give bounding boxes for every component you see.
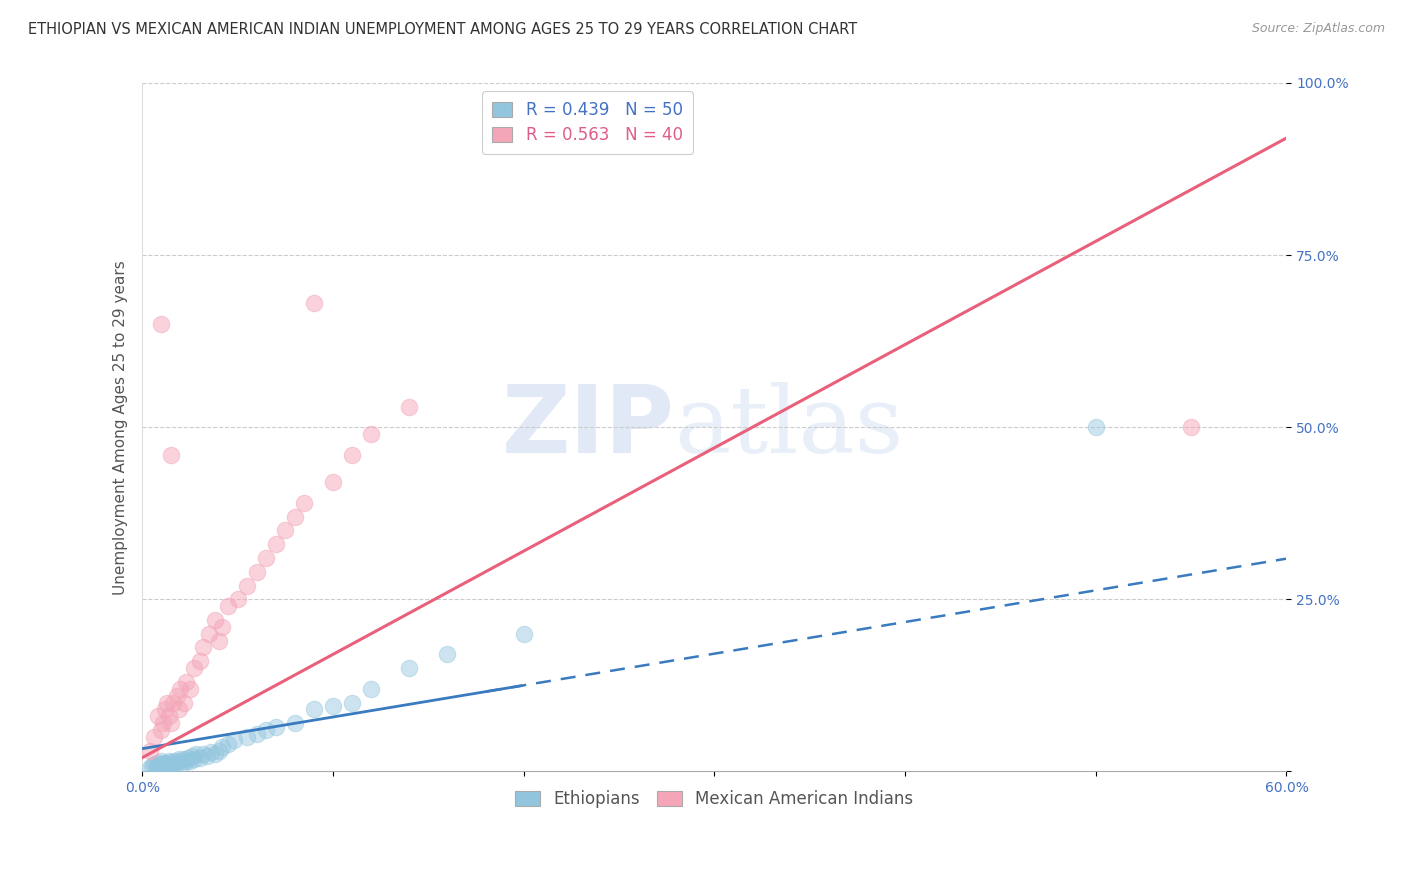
Point: [160, 448, 183, 462]
Point: [153, 756, 176, 771]
Point: [142, 730, 165, 744]
Point: [193, 640, 215, 655]
Point: [150, 723, 173, 737]
Point: [163, 754, 186, 768]
Point: [184, 747, 207, 761]
Point: [211, 740, 233, 755]
Point: [292, 496, 315, 510]
Point: [236, 578, 259, 592]
Point: [193, 747, 215, 761]
Point: [183, 752, 205, 766]
Point: [1180, 420, 1202, 434]
Y-axis label: Unemployment Among Ages 25 to 29 years: Unemployment Among Ages 25 to 29 years: [114, 260, 128, 595]
Point: [157, 754, 180, 768]
Point: [156, 757, 179, 772]
Point: [302, 702, 325, 716]
Point: [246, 565, 269, 579]
Point: [156, 696, 179, 710]
Point: [167, 752, 190, 766]
Point: [236, 730, 259, 744]
Point: [217, 599, 239, 614]
Point: [512, 626, 534, 640]
Point: [217, 737, 239, 751]
Text: Source: ZipAtlas.com: Source: ZipAtlas.com: [1251, 22, 1385, 36]
Point: [150, 754, 173, 768]
Text: atlas: atlas: [675, 382, 904, 472]
Point: [179, 754, 201, 768]
Point: [200, 745, 222, 759]
Point: [198, 626, 221, 640]
Point: [207, 744, 229, 758]
Point: [160, 756, 183, 770]
Point: [1084, 420, 1107, 434]
Point: [204, 613, 226, 627]
Point: [150, 757, 173, 772]
Point: [246, 726, 269, 740]
Point: [162, 757, 184, 772]
Point: [167, 702, 190, 716]
Point: [166, 756, 188, 771]
Legend: Ethiopians, Mexican American Indians: Ethiopians, Mexican American Indians: [509, 783, 920, 814]
Point: [322, 475, 344, 490]
Point: [179, 681, 201, 696]
Point: [195, 749, 218, 764]
Point: [160, 716, 183, 731]
Point: [340, 696, 363, 710]
Point: [360, 427, 382, 442]
Point: [398, 400, 420, 414]
Point: [173, 752, 195, 766]
Point: [207, 633, 229, 648]
Point: [188, 654, 211, 668]
Point: [145, 761, 167, 775]
Point: [169, 754, 191, 768]
Point: [360, 681, 382, 696]
Point: [274, 524, 297, 538]
Point: [150, 317, 173, 331]
Point: [152, 759, 174, 773]
Point: [148, 759, 170, 773]
Point: [172, 757, 194, 772]
Point: [157, 709, 180, 723]
Point: [174, 754, 197, 768]
Point: [264, 720, 287, 734]
Point: [226, 592, 249, 607]
Text: ETHIOPIAN VS MEXICAN AMERICAN INDIAN UNEMPLOYMENT AMONG AGES 25 TO 29 YEARS CORR: ETHIOPIAN VS MEXICAN AMERICAN INDIAN UNE…: [28, 22, 858, 37]
Point: [204, 747, 226, 761]
Point: [436, 648, 458, 662]
Point: [141, 759, 163, 773]
Point: [169, 681, 191, 696]
Point: [139, 744, 162, 758]
Point: [254, 551, 277, 566]
Point: [152, 716, 174, 731]
Point: [173, 696, 195, 710]
Point: [222, 733, 245, 747]
Point: [142, 757, 165, 772]
Point: [146, 756, 169, 771]
Point: [183, 661, 205, 675]
Point: [211, 620, 233, 634]
Point: [180, 749, 202, 764]
Point: [264, 537, 287, 551]
Point: [284, 716, 307, 731]
Point: [284, 509, 307, 524]
Point: [302, 296, 325, 310]
Point: [188, 750, 211, 764]
Point: [160, 759, 183, 773]
Point: [153, 702, 176, 716]
Point: [146, 759, 169, 773]
Point: [162, 696, 184, 710]
Point: [174, 674, 197, 689]
Point: [177, 750, 200, 764]
Point: [166, 689, 188, 703]
Point: [340, 448, 363, 462]
Point: [254, 723, 277, 737]
Point: [139, 761, 162, 775]
Point: [322, 698, 344, 713]
Point: [398, 661, 420, 675]
Point: [146, 709, 169, 723]
Text: ZIP: ZIP: [502, 381, 675, 473]
